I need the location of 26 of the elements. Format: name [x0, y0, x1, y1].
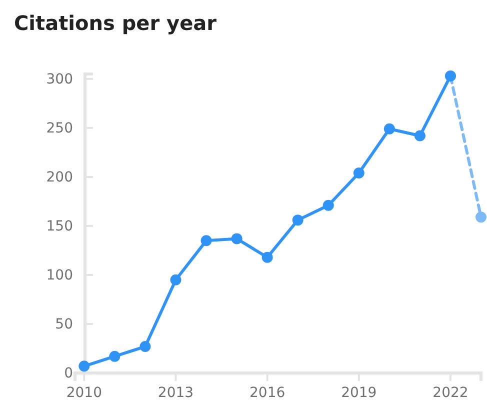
point: [170, 274, 182, 286]
point: [353, 168, 364, 179]
y-tick-label: 300: [46, 71, 73, 88]
y-tick-label: 100: [46, 267, 73, 284]
y-tick-label: 250: [46, 120, 73, 136]
point: [78, 360, 90, 372]
x-tick-label: 2013: [158, 384, 194, 401]
y-tick-label: 50: [55, 316, 73, 332]
point: [231, 233, 242, 244]
x-tick-label: 2016: [249, 384, 286, 401]
point: [322, 200, 334, 211]
y-tick-label: 200: [46, 169, 73, 186]
x-tick-label: 2019: [341, 384, 377, 401]
chart-title: Citations per year: [14, 11, 217, 35]
point: [109, 350, 120, 362]
point: [292, 214, 304, 226]
y-tick-label: 0: [64, 365, 73, 382]
point: [140, 341, 151, 352]
point: [262, 252, 273, 263]
point: [200, 235, 212, 246]
point: [476, 212, 486, 223]
y-tick-label: 150: [46, 218, 73, 234]
point: [414, 130, 426, 142]
x-tick-label: 2022: [432, 384, 468, 401]
x-tick-label: 2010: [66, 384, 102, 401]
point: [384, 123, 395, 134]
